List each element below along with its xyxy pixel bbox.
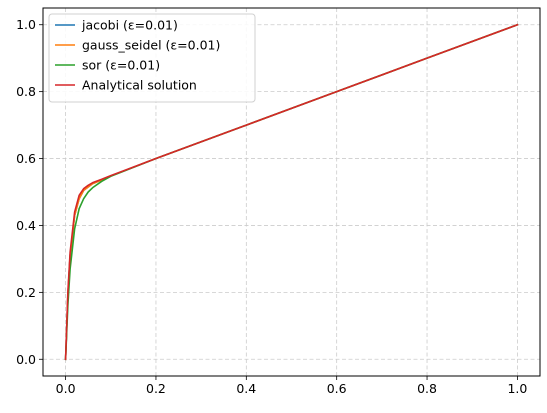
x-tick-label: 0.2 (146, 381, 166, 396)
legend-label: gauss_seidel (ε=0.01) (82, 38, 220, 53)
x-tick-label: 1.0 (507, 381, 527, 396)
legend: jacobi (ε=0.01) gauss_seidel (ε=0.01) sor … (48, 13, 256, 103)
series-line-4 (64, 23, 519, 361)
y-tick-label: 1.0 (16, 17, 36, 32)
y-tick-label: 0.4 (16, 218, 36, 233)
series-lines (64, 23, 519, 361)
legend-label: jacobi (ε=0.01) (81, 18, 178, 33)
legend-label: sor (ε=0.01) (82, 58, 160, 73)
x-tick-label: 0.8 (417, 381, 437, 396)
y-tick-label: 0.8 (16, 84, 36, 99)
y-tick-label: 0.2 (16, 285, 36, 300)
ticks: 0.0 0.2 0.4 0.6 0.8 1.0 0.0 0.2 0.4 0.6 0.8 1.0 (16, 17, 527, 396)
legend-box (48, 13, 256, 103)
x-tick-label: 0.0 (56, 381, 76, 396)
y-tick-label: 0.6 (16, 151, 36, 166)
x-tick-label: 0.6 (327, 381, 347, 396)
x-tick-label: 0.4 (236, 381, 256, 396)
y-tick-label: 0.0 (16, 352, 36, 367)
legend-label: Analytical solution (82, 78, 197, 93)
axes-frame (42, 7, 541, 377)
